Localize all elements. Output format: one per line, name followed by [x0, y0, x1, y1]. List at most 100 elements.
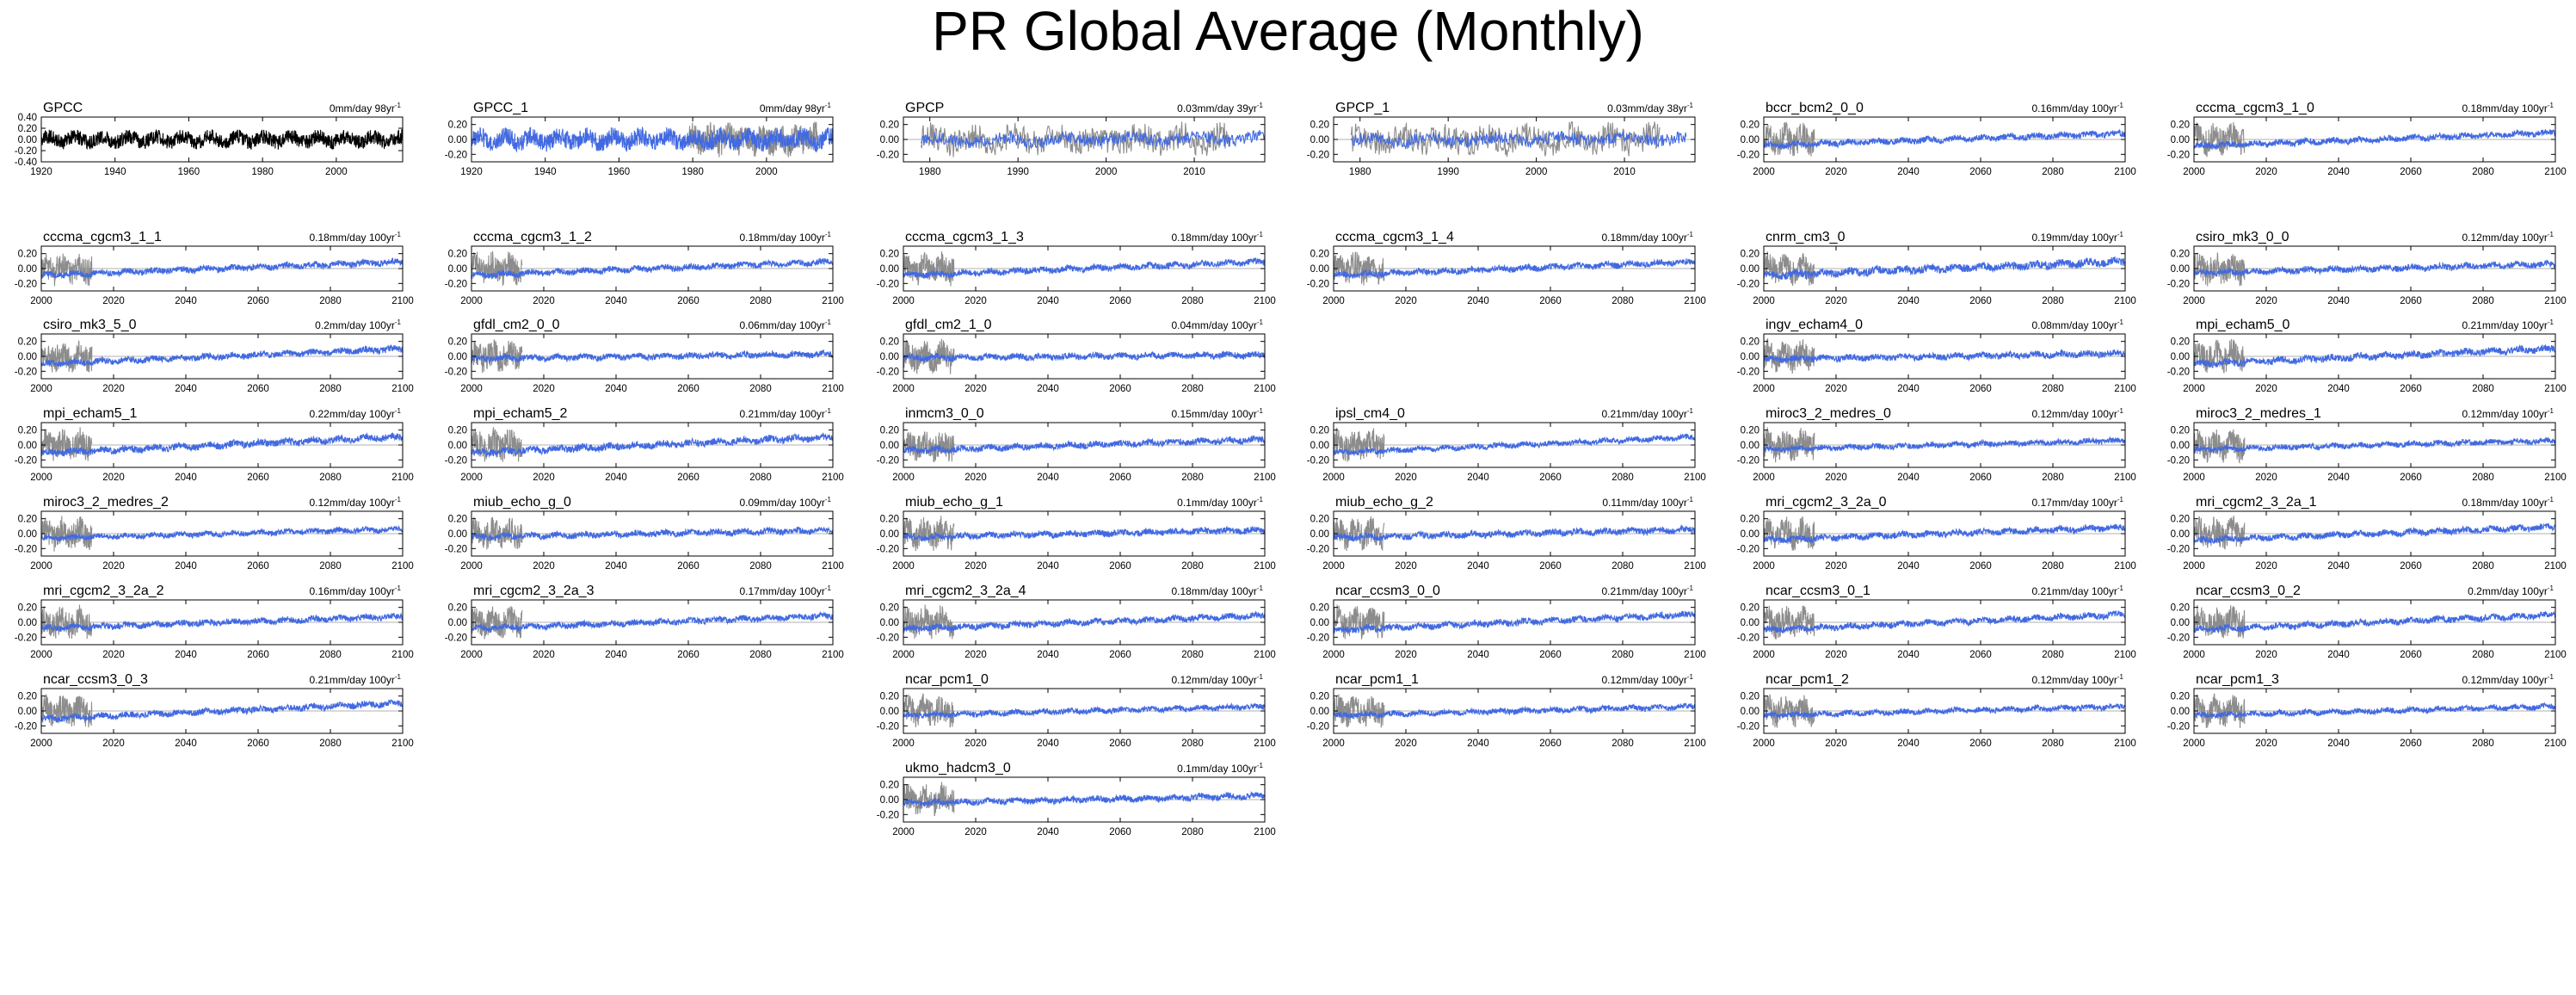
x-tick-label: 2040: [1037, 739, 1059, 749]
x-tick-label: 2060: [2400, 384, 2422, 394]
panel-title: GPCP: [905, 101, 944, 115]
x-tick-label: 2100: [2114, 167, 2136, 177]
y-tick-label: -0.20: [2167, 279, 2190, 289]
series-line: [1333, 702, 1696, 720]
y-tick-label: 0.00: [2171, 352, 2190, 362]
panel-mri_cgcm2_3_2a_0: mri_cgcm2_3_2a_0 0.17mm/day 100yr-1 2000 20…: [1737, 495, 2136, 572]
series-line: [471, 526, 834, 541]
y-tick-label: 0.20: [18, 603, 37, 614]
x-tick-label: 2060: [247, 739, 269, 749]
x-tick-label: 2100: [1684, 473, 1706, 483]
y-tick-label: -0.20: [877, 367, 899, 377]
panel-title: miroc3_2_medres_2: [43, 495, 169, 510]
x-tick-label: 2080: [749, 384, 772, 394]
panel-trend: 0.12mm/day 100yr-1: [309, 496, 401, 509]
panel-inmcm3_0_0: inmcm3_0_0 0.15mm/day 100yr-1 2000 2020 2040…: [877, 406, 1276, 483]
y-tick-label: 0.20: [2171, 603, 2190, 614]
y-tick-label: 0.00: [2171, 618, 2190, 628]
observed-overlay-series: [1333, 604, 1385, 640]
panel-trend: 0.12mm/day 100yr-1: [1601, 673, 1693, 686]
panel-trend: 0.17mm/day 100yr-1: [739, 584, 831, 597]
y-tick-label: 0.20: [2171, 692, 2190, 702]
x-tick-label: 2000: [1322, 296, 1345, 306]
x-tick-label: 2040: [1897, 739, 1920, 749]
y-tick-label: 0.20: [18, 124, 37, 134]
x-tick-label: 2060: [1109, 739, 1131, 749]
x-tick-label: 2100: [1254, 561, 1276, 572]
series-line: [1763, 523, 2126, 544]
x-tick-label: 2000: [1322, 561, 1345, 572]
panel-ncar_pcm1_0: ncar_pcm1_0 0.12mm/day 100yr-1 2000 2020 204…: [877, 672, 1276, 749]
x-tick-label: 2100: [391, 296, 414, 306]
y-tick-label: -0.20: [15, 367, 37, 377]
observed-overlay-series: [2193, 693, 2246, 729]
x-tick-label: 1940: [104, 167, 126, 177]
panel-title: csiro_mk3_5_0: [43, 318, 137, 332]
y-tick-label: -0.20: [877, 455, 899, 466]
panel-miroc3_2_medres_2: miroc3_2_medres_2 0.12mm/day 100yr-1 2000 2…: [15, 495, 414, 572]
series-line: [2193, 610, 2556, 633]
x-tick-label: 2040: [605, 384, 627, 394]
series-line: [1763, 256, 2126, 281]
x-tick-label: 2100: [1254, 827, 1276, 837]
panel-ncar_ccsm3_0_3: ncar_ccsm3_0_3 0.21mm/day 100yr-1 2000 2020…: [15, 672, 414, 749]
x-tick-label: 2000: [892, 561, 915, 572]
x-tick-label: 2000: [892, 739, 915, 749]
series-line: [2193, 436, 2556, 454]
x-tick-label: 2000: [30, 739, 52, 749]
y-tick-label: 0.00: [2171, 707, 2190, 717]
panel-cnrm_cm3_0: cnrm_cm3_0 0.19mm/day 100yr-1 2000 2020 2040…: [1737, 230, 2136, 306]
panel-title: mri_cgcm2_3_2a_0: [1766, 495, 1887, 510]
x-tick-label: 2000: [1753, 473, 1775, 483]
x-tick-label: 2080: [1181, 384, 1204, 394]
observed-overlay-series: [40, 604, 93, 640]
x-tick-label: 2080: [1181, 827, 1204, 837]
y-tick-label: -0.20: [877, 279, 899, 289]
panel-trend: 0.03mm/day 39yr-1: [1177, 102, 1263, 114]
y-tick-label: -0.20: [1307, 279, 1329, 289]
x-tick-label: 2000: [460, 473, 483, 483]
x-tick-label: 2060: [1969, 561, 1992, 572]
x-tick-label: 2100: [1254, 739, 1276, 749]
x-tick-label: 2020: [533, 650, 555, 660]
x-tick-label: 2000: [892, 650, 915, 660]
panel-trend: 0.12mm/day 100yr-1: [2462, 673, 2554, 686]
x-tick-label: 2000: [30, 296, 52, 306]
x-tick-label: 2020: [2255, 561, 2277, 572]
y-tick-label: 0.20: [880, 781, 899, 791]
series-line: [903, 349, 1266, 363]
panel-title: mri_cgcm2_3_2a_3: [473, 584, 595, 598]
panel-ingv_echam4_0: ingv_echam4_0 0.08mm/day 100yr-1 2000 2020 2…: [1737, 318, 2136, 394]
panel-title: GPCP_1: [1335, 101, 1390, 115]
observed-overlay-series: [2193, 252, 2246, 287]
panel-trend: 0.03mm/day 38yr-1: [1607, 102, 1693, 114]
panel-trend: 0.15mm/day 100yr-1: [1171, 407, 1263, 420]
x-tick-label: 2080: [749, 561, 772, 572]
x-tick-label: 2080: [2042, 561, 2064, 572]
panel-title: mri_cgcm2_3_2a_1: [2196, 495, 2317, 510]
panel-title: miub_echo_g_2: [1335, 495, 1433, 510]
series-line: [1763, 702, 2126, 720]
observed-overlay-series: [40, 252, 93, 287]
y-tick-label: 0.20: [1741, 250, 1759, 260]
x-tick-label: 2000: [1753, 167, 1775, 177]
series-line: [40, 698, 404, 724]
panel-trend: 0.19mm/day 100yr-1: [2031, 231, 2123, 244]
y-tick-label: 0.00: [2171, 529, 2190, 540]
x-tick-label: 2040: [2327, 561, 2350, 572]
y-tick-label: 0.00: [880, 264, 899, 275]
y-tick-label: 0.20: [880, 515, 899, 525]
panel-trend: 0.16mm/day 100yr-1: [2031, 102, 2123, 114]
series-line: [40, 343, 404, 368]
x-tick-label: 2100: [822, 473, 844, 483]
x-tick-label: 2060: [2400, 473, 2422, 483]
observed-overlay-series: [1763, 694, 1815, 728]
observed-overlay-series: [471, 606, 523, 640]
y-tick-label: 0.00: [448, 529, 467, 540]
panel-bccr_bcm2_0_0: bccr_bcm2_0_0 0.16mm/day 100yr-1 2000 2020 2…: [1737, 101, 2136, 177]
panel-trend: 0.18mm/day 100yr-1: [1601, 231, 1693, 244]
x-tick-label: 2040: [2327, 296, 2350, 306]
x-tick-label: 2000: [1753, 561, 1775, 572]
x-tick-label: 2020: [1395, 473, 1417, 483]
y-tick-label: -0.20: [2167, 633, 2190, 643]
